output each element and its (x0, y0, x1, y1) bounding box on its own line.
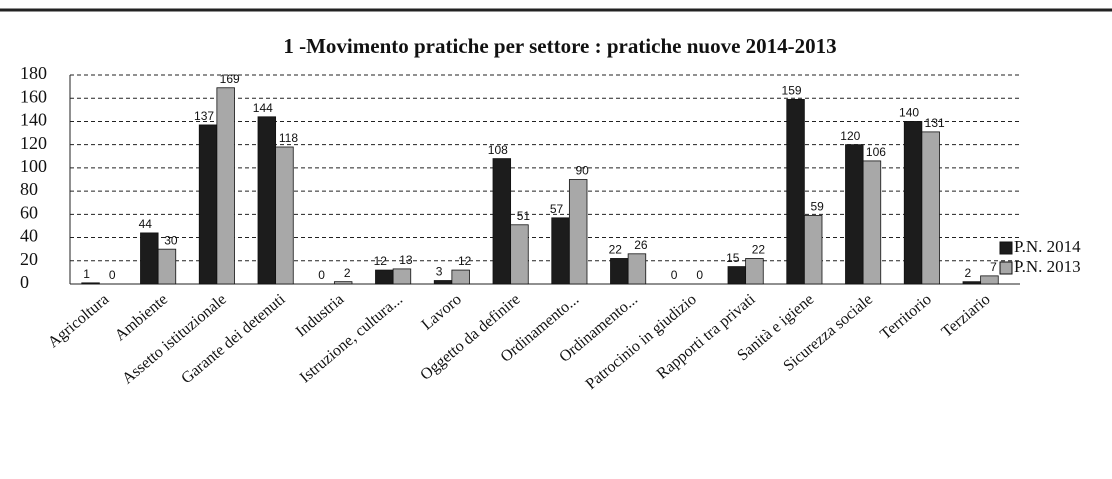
value-label: 0 (318, 268, 325, 282)
chart-title: 1 -Movimento pratiche per settore : prat… (283, 34, 836, 58)
value-label: 7 (990, 260, 997, 274)
bar (375, 269, 394, 285)
legend-label: P.N. 2013 (1014, 257, 1081, 276)
value-label: 15 (726, 251, 740, 265)
value-label: 30 (164, 233, 178, 247)
bar (627, 253, 647, 285)
value-label: 22 (609, 243, 623, 257)
value-label: 108 (488, 143, 508, 157)
bar (257, 116, 277, 285)
value-label: 44 (139, 217, 153, 231)
x-tick-label: Industria (293, 291, 347, 341)
value-label: 120 (840, 129, 860, 143)
value-label: 57 (550, 202, 564, 216)
x-tick-label: Assetto istituzionale (119, 291, 230, 388)
bar (980, 275, 999, 285)
y-tick-label: 40 (20, 226, 38, 246)
value-label: 159 (782, 84, 802, 98)
y-tick-label: 120 (20, 133, 47, 153)
value-label: 90 (576, 164, 590, 178)
y-tick-label: 160 (20, 86, 47, 106)
x-tick-label: Ambiente (112, 291, 171, 345)
legend-label: P.N. 2014 (1014, 237, 1081, 256)
bar (510, 224, 529, 285)
value-label: 140 (899, 106, 919, 120)
bar (157, 248, 177, 285)
y-tick-label: 20 (20, 249, 38, 269)
x-tick-label: Agricoltura (45, 291, 112, 351)
x-tick-label: Patrocinio in giudizio (583, 291, 700, 393)
bar (333, 281, 353, 285)
bar (845, 144, 864, 285)
value-label: 106 (866, 145, 886, 159)
bar (216, 87, 235, 285)
value-label: 12 (458, 254, 472, 268)
x-tick-label: Rapporti tra privati (654, 291, 759, 383)
value-label: 1 (83, 267, 90, 281)
bar (610, 258, 629, 285)
value-label: 12 (374, 254, 388, 268)
value-label: 13 (399, 253, 413, 267)
bar (962, 281, 982, 285)
value-label: 2 (964, 266, 971, 280)
value-label: 2 (344, 266, 351, 280)
bar (433, 280, 453, 285)
value-label: 131 (925, 116, 945, 130)
bar (492, 158, 512, 285)
y-tick-label: 100 (20, 156, 47, 176)
bar (862, 160, 882, 285)
bar (451, 269, 470, 285)
x-tick-label: Garante dei detenuti (178, 290, 289, 387)
y-tick-label: 0 (20, 272, 29, 292)
y-tick-label: 60 (20, 202, 38, 222)
y-tick-label: 80 (20, 179, 38, 199)
y-tick-label: 180 (20, 63, 47, 83)
value-label: 137 (194, 109, 214, 123)
legend-swatch (999, 261, 1013, 275)
value-label: 0 (671, 268, 678, 282)
bar (551, 217, 570, 285)
value-label: 59 (811, 200, 825, 214)
bar (81, 282, 100, 285)
value-label: 0 (696, 268, 703, 282)
x-tick-label: Oggetto da definire (417, 291, 523, 384)
value-label: 144 (253, 101, 273, 115)
bar (568, 179, 588, 285)
x-tick-label: Territorio (877, 291, 935, 343)
y-tick-label: 140 (20, 110, 47, 130)
bar (198, 124, 218, 285)
bar (727, 266, 747, 285)
value-label: 118 (279, 131, 298, 145)
x-tick-label: Lavoro (418, 291, 464, 334)
legend-swatch (999, 241, 1013, 255)
bar (903, 121, 923, 285)
bar (392, 268, 412, 285)
bar (140, 232, 159, 285)
value-label: 3 (436, 265, 443, 279)
bar (786, 98, 805, 285)
bar (745, 258, 764, 285)
value-label: 22 (752, 243, 766, 257)
x-tick-label: Terziario (939, 291, 994, 341)
value-label: 169 (220, 72, 240, 86)
bar (275, 146, 294, 285)
value-label: 0 (109, 268, 116, 282)
value-label: 51 (517, 209, 531, 223)
bar (921, 131, 940, 285)
x-tick-label: Istruzione, cultura... (297, 291, 406, 387)
bar (803, 215, 823, 285)
value-label: 26 (634, 238, 648, 252)
